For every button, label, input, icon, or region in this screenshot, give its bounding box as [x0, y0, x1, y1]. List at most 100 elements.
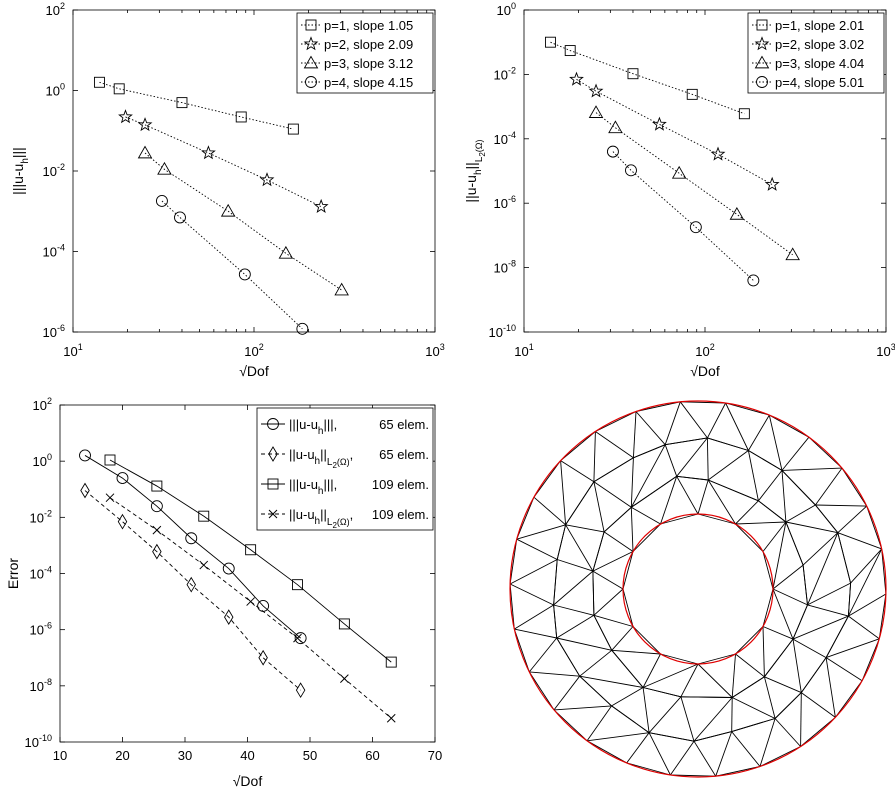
- legend-elem-count: 65 elem.: [379, 447, 429, 462]
- data-point: [295, 682, 306, 699]
- y-tick-label: 10-8: [30, 677, 52, 694]
- mesh-edge: [835, 680, 863, 718]
- series-3: [155, 195, 309, 335]
- mesh-edge: [514, 628, 557, 639]
- mesh-edge: [785, 521, 838, 534]
- mesh-edge: [670, 774, 716, 777]
- mesh-edge: [635, 411, 666, 445]
- y-tick-label: 100: [33, 452, 52, 469]
- data-point: [606, 145, 619, 158]
- mesh-edge: [630, 457, 634, 508]
- data-point: [338, 618, 350, 630]
- x-marker-stroke: [152, 525, 162, 535]
- mesh-edge: [553, 675, 581, 711]
- data-point: [334, 282, 349, 296]
- mesh-edge: [800, 657, 827, 693]
- series-line: [84, 490, 301, 691]
- mesh-edge: [528, 671, 555, 711]
- mesh-edge: [748, 414, 770, 451]
- data-point: [201, 145, 216, 160]
- mesh-edge: [847, 548, 883, 617]
- mesh-edge: [592, 571, 595, 616]
- axes-frame: [523, 9, 887, 333]
- mesh-edge: [516, 524, 566, 540]
- mesh-edge: [513, 628, 530, 673]
- data-point: [652, 116, 667, 131]
- data-point: [104, 454, 116, 466]
- mesh-edge: [772, 588, 794, 640]
- mesh-edge: [565, 524, 594, 572]
- data-point: [198, 510, 210, 522]
- mesh-edge: [516, 538, 558, 560]
- mesh-edge: [707, 479, 736, 525]
- mesh-edge: [807, 532, 839, 606]
- series-2: [137, 145, 349, 296]
- data-point: [671, 165, 687, 179]
- data-point: [764, 176, 780, 191]
- y-tick-label: 10-8: [494, 259, 516, 276]
- series-line: [84, 455, 301, 639]
- x-axis-label: √Dof: [690, 363, 720, 379]
- data-point: [287, 123, 299, 135]
- mesh-edge: [759, 746, 801, 767]
- mesh-edge: [680, 696, 695, 742]
- mesh-edge: [553, 604, 595, 616]
- mesh-edge: [706, 437, 709, 481]
- data-point: [151, 480, 163, 492]
- mesh-edge: [553, 604, 558, 639]
- data-point: [245, 544, 257, 556]
- mesh-edge: [693, 731, 732, 742]
- legend: p=1, slope 2.01 p=2, slope 3.02 p=3, slope…: [747, 12, 885, 94]
- mesh-edge: [774, 692, 802, 719]
- mesh-edge: [592, 531, 605, 572]
- mesh-edge: [878, 593, 887, 639]
- data-point: [564, 45, 576, 57]
- legend-box: [256, 407, 434, 531]
- mesh-edge: [630, 507, 634, 552]
- series-line: [161, 200, 303, 330]
- data-point: [686, 88, 698, 100]
- mesh-edge: [841, 467, 868, 507]
- data-point: [235, 111, 247, 123]
- y-axis-label: |||u-uh|||: [10, 147, 31, 195]
- data-point: [785, 247, 800, 261]
- data-point: [246, 597, 255, 606]
- series-line: [125, 116, 322, 208]
- mesh-edge: [603, 531, 634, 552]
- mesh-edge: [731, 718, 776, 733]
- x-axis-label: √Dof: [233, 773, 263, 789]
- mesh-edge: [769, 414, 810, 438]
- mesh-edge: [642, 687, 650, 733]
- data-point: [729, 206, 745, 220]
- x-tick-label: 102: [244, 342, 263, 359]
- x-tick-label: 60: [365, 748, 379, 763]
- mesh-edge: [772, 588, 808, 606]
- data-point: [238, 268, 251, 281]
- mesh-edge: [697, 479, 709, 515]
- mesh-edge: [731, 697, 733, 732]
- mesh-edge: [680, 401, 726, 404]
- data-point: [152, 525, 162, 535]
- series-line: [576, 79, 773, 185]
- data-point: [278, 245, 294, 259]
- x-marker-stroke: [105, 493, 115, 503]
- mesh-edge: [579, 675, 612, 707]
- chart-top-left: 101 102 103 10-6 10-4 10-2 100 102 √Dof: [43, 1, 445, 379]
- mesh-edge: [837, 532, 852, 584]
- mesh-edge: [763, 676, 776, 719]
- y-tick-label: 102: [46, 1, 65, 18]
- mesh-edge: [759, 718, 776, 767]
- mesh-edge: [735, 626, 764, 655]
- x-tick-label: 102: [695, 342, 714, 359]
- mesh-edge: [850, 548, 883, 584]
- mesh-edge: [592, 551, 634, 572]
- x-tick-label: 101: [63, 342, 82, 359]
- data-point: [137, 145, 153, 159]
- mesh-edge: [676, 476, 699, 515]
- mesh-edge: [785, 521, 804, 566]
- legend: p=1, slope 1.05 p=2, slope 2.09 p=3, slope…: [296, 12, 434, 94]
- series-line: [595, 112, 793, 256]
- x-tick-label: 40: [240, 748, 254, 763]
- mesh-edge: [762, 551, 774, 590]
